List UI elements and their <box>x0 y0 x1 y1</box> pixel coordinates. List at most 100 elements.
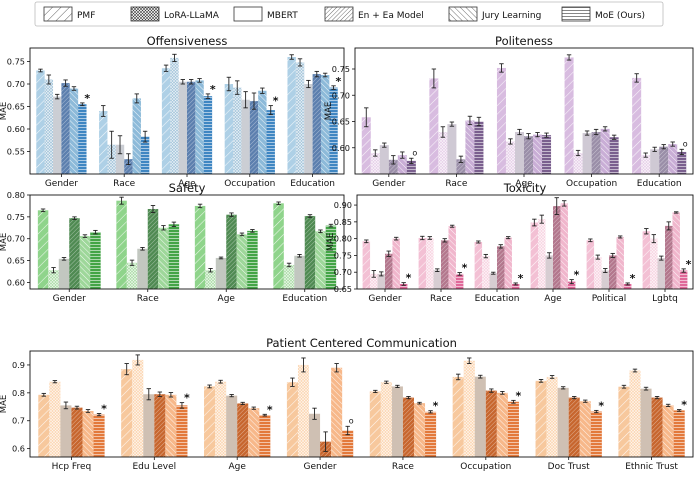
bar <box>579 401 591 457</box>
bar <box>514 132 524 174</box>
bar <box>582 133 592 174</box>
bar <box>650 238 658 289</box>
bar <box>233 87 242 174</box>
bar <box>533 134 543 174</box>
bar <box>273 203 284 289</box>
bar <box>560 203 568 289</box>
chart-pcc: Patient Centered Communication 0.6 0.7 0.8 0… <box>0 336 694 472</box>
bar <box>379 145 389 174</box>
y-tick-label: 0.60 <box>7 277 25 287</box>
chart-title: Safety <box>169 181 206 195</box>
bar <box>194 205 206 289</box>
bar <box>248 408 260 457</box>
bar <box>505 141 515 174</box>
significance-marker: * <box>518 272 524 285</box>
y-tick-label: 0.65 <box>332 117 350 127</box>
significance-marker: * <box>598 399 604 412</box>
bar <box>53 96 62 174</box>
bar <box>668 144 678 174</box>
bar <box>78 104 87 174</box>
significance-marker: o <box>349 416 354 425</box>
x-tick-label: Doc Trust <box>548 462 591 472</box>
bar <box>496 392 508 457</box>
bar <box>524 136 534 174</box>
bar <box>249 101 259 174</box>
significance-marker: o <box>683 139 688 148</box>
bar <box>69 88 79 174</box>
bar <box>60 405 72 457</box>
bar <box>573 153 583 174</box>
bar <box>132 98 141 174</box>
bar <box>425 411 437 457</box>
bar <box>38 394 50 457</box>
y-axis-label: MAE <box>0 233 9 252</box>
x-tick-label: Race <box>392 462 415 472</box>
chart-title: Toxicity <box>503 181 547 195</box>
plot-frame <box>29 350 694 458</box>
bar <box>538 219 546 289</box>
bar <box>452 376 464 457</box>
x-tick-label: Race <box>113 179 136 189</box>
x-tick-label: Age <box>178 179 196 189</box>
significance-marker: * <box>686 258 692 271</box>
significance-marker: * <box>681 399 687 412</box>
legend-swatch <box>324 6 354 22</box>
bar <box>93 414 105 457</box>
bar <box>677 151 687 174</box>
bar <box>600 128 610 174</box>
x-tick-label: Political <box>592 294 627 304</box>
x-tick-label: Hcp Freq <box>52 462 92 472</box>
bar <box>215 381 227 457</box>
legend-item: MBERT <box>233 6 298 22</box>
y-tick-label: 0.65 <box>7 256 25 266</box>
bar <box>178 81 187 174</box>
bar <box>546 376 558 457</box>
y-tick-label: 0.8 <box>12 388 25 398</box>
bar <box>448 226 456 289</box>
bar <box>286 382 298 457</box>
bar <box>158 227 169 289</box>
bar <box>69 218 80 289</box>
bar <box>672 212 680 289</box>
bar <box>659 146 669 174</box>
x-tick-label: Gender <box>45 179 78 189</box>
y-tick-label: 0.75 <box>7 57 25 67</box>
bar <box>195 80 204 174</box>
bar <box>429 78 439 174</box>
plot-frame <box>29 47 345 175</box>
significance-marker: * <box>267 403 273 416</box>
bar <box>287 57 296 174</box>
bar <box>568 397 580 457</box>
bar <box>591 132 601 174</box>
y-tick-label: 0.75 <box>7 212 25 222</box>
y-axis-label: MAE <box>326 233 336 252</box>
bar <box>474 121 484 174</box>
bar <box>447 124 457 174</box>
bar <box>438 132 448 174</box>
bar <box>320 75 330 174</box>
legend: PMF LoRA-LLaMA MBERT En + Ea Model Jury Lear… <box>34 1 664 27</box>
bar <box>590 411 602 457</box>
plot-frame <box>356 194 694 290</box>
y-axis-label: MAE <box>0 102 9 121</box>
legend-swatch <box>448 6 478 22</box>
bar <box>609 137 619 174</box>
x-tick-label: Ethnic Trust <box>625 462 678 472</box>
bar <box>237 403 249 457</box>
bar <box>137 248 148 289</box>
bar <box>329 87 338 174</box>
y-axis-label: MAE <box>324 102 334 121</box>
bar <box>58 258 70 289</box>
significance-marker: * <box>210 83 216 96</box>
bar <box>126 262 138 289</box>
significance-marker: * <box>84 92 90 105</box>
bar <box>402 397 414 457</box>
bar <box>176 405 188 457</box>
y-axis-label: MAE <box>0 395 9 414</box>
bar <box>507 401 519 457</box>
bar <box>545 255 553 289</box>
bar <box>161 68 171 174</box>
bar <box>61 83 70 174</box>
legend-swatch <box>233 6 263 22</box>
